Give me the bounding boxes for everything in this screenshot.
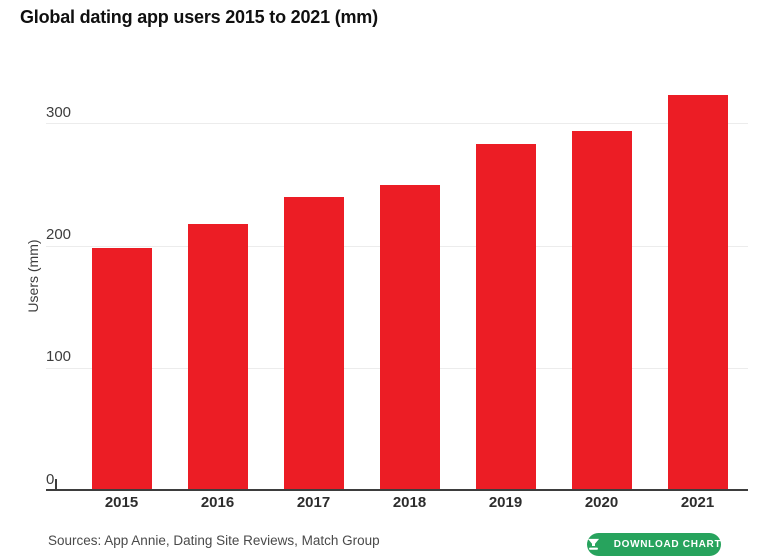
x-tick-label-2018: 2018 — [392, 494, 427, 511]
x-tick-label-2020: 2020 — [584, 494, 619, 511]
bar-2017[interactable] — [283, 196, 344, 490]
download-icon — [587, 538, 600, 551]
x-tick-label-2021: 2021 — [680, 494, 715, 511]
grid-line-300 — [46, 123, 748, 125]
x-tick-label-2019: 2019 — [488, 494, 523, 511]
x-tick-label-2015: 2015 — [104, 494, 139, 511]
bar-2019[interactable] — [475, 144, 536, 490]
download-button-label: DOWNLOAD CHART — [613, 539, 722, 550]
y-axis-tick — [55, 479, 57, 490]
y-tick-label-100: 100 — [46, 348, 72, 366]
y-tick-label-0: 0 — [46, 470, 55, 488]
bar-2021[interactable] — [667, 95, 728, 490]
x-tick-label-2016: 2016 — [200, 494, 235, 511]
download-chart-button[interactable]: DOWNLOAD CHART — [587, 533, 721, 556]
sources-text: Sources: App Annie, Dating Site Reviews,… — [48, 533, 380, 548]
y-tick-label-300: 300 — [46, 103, 72, 121]
y-axis-title: Users (mm) — [25, 239, 41, 313]
x-tick-label-2017: 2017 — [296, 494, 331, 511]
x-axis-line — [46, 489, 748, 491]
bar-2020[interactable] — [571, 130, 632, 490]
bar-2016[interactable] — [187, 223, 248, 490]
page-title: Global dating app users 2015 to 2021 (mm… — [20, 7, 378, 27]
bar-2015[interactable] — [91, 248, 152, 490]
bar-2018[interactable] — [379, 184, 440, 490]
y-tick-label-200: 200 — [46, 226, 72, 244]
